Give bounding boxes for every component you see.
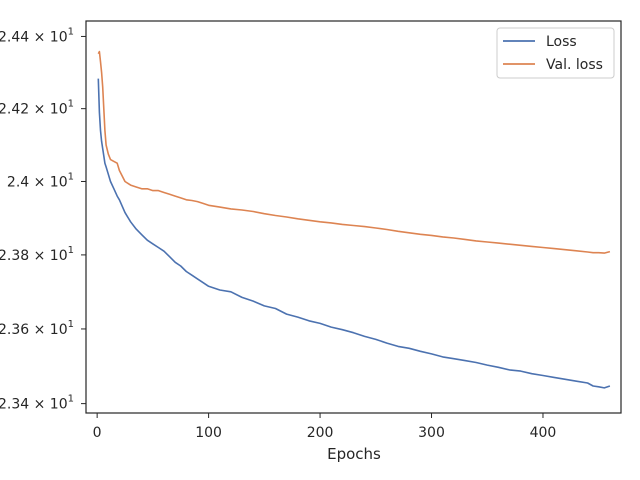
y-tick-label: 2.42 × 101 [0,99,74,118]
series-layer [97,50,611,389]
x-tick-label: 0 [93,425,102,441]
x-tick-label: 200 [307,425,334,441]
series-line-0 [97,78,611,389]
series-line-1 [97,50,611,254]
y-tick-label: 2.34 × 101 [0,394,74,413]
legend-label-1: Val. loss [546,57,603,73]
legend: Loss Val. loss [496,27,615,79]
y-axis: 2.34 × 101 2.36 × 101 2.38 × 101 2.4 × 101 2… [0,26,86,413]
x-tick-label: 100 [195,425,222,441]
x-axis-label: Epochs [327,445,381,463]
y-tick-label: 2.44 × 101 [0,26,74,45]
plot-frame [85,20,622,414]
y-tick-label: 2.38 × 101 [0,245,74,264]
x-tick-label: 300 [418,425,445,441]
y-tick-label: 2.4 × 101 [7,171,74,190]
legend-label-0: Loss [546,34,577,50]
y-tick-label: 2.36 × 101 [0,319,74,338]
x-axis: 0 100 200 300 400 [93,413,557,441]
x-tick-label: 400 [530,425,557,441]
